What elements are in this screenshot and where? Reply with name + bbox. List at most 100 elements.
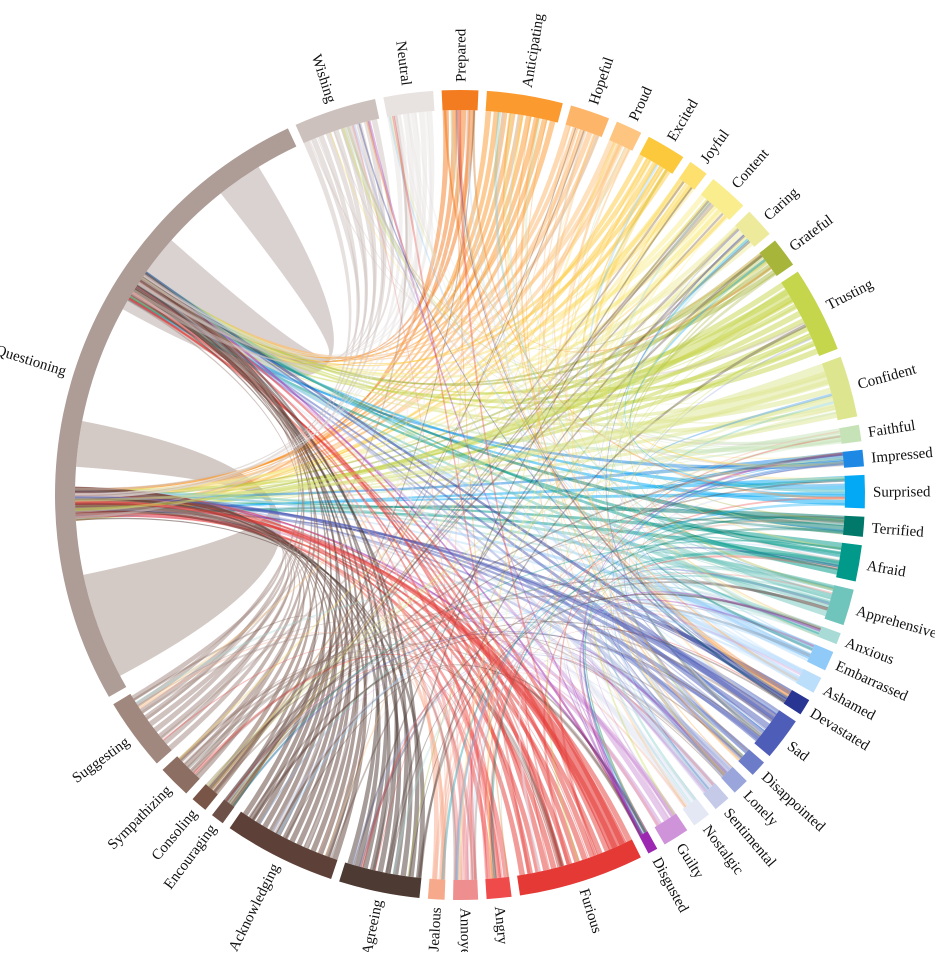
ribbon-acknowledging-1 — [139, 278, 368, 858]
ribbon-sympathizing-2 — [75, 506, 301, 768]
ribbon-cross-61 — [470, 683, 563, 880]
label-furious: Furious — [576, 887, 605, 936]
arc-sad[interactable] — [754, 710, 796, 757]
arc-acknowledging[interactable] — [229, 811, 338, 879]
label-anticipating: Anticipating — [520, 12, 548, 89]
label-acknowledging: Acknowledging — [226, 861, 283, 952]
ribbon-cross-120 — [602, 619, 773, 776]
arc-hopeful[interactable] — [565, 105, 610, 138]
ribbon-afraid-2 — [75, 509, 840, 567]
label-guilty: Guilty — [673, 841, 707, 882]
arc-suggesting[interactable] — [113, 693, 172, 764]
arc-nostalgic[interactable] — [682, 798, 710, 826]
ribbon-cross-31 — [205, 637, 723, 786]
ribbon-cross-49 — [441, 110, 468, 880]
ribbon-cross-21 — [606, 262, 769, 758]
arc-prepared[interactable] — [441, 89, 479, 111]
arc-embarrassed[interactable] — [807, 644, 834, 671]
arc-impressed[interactable] — [842, 449, 864, 468]
arc-disgusted[interactable] — [639, 831, 658, 854]
arc-sentimental[interactable] — [703, 783, 729, 810]
ribbon-cross-92 — [606, 612, 788, 776]
label-prepared: Prepared — [453, 28, 469, 82]
ribbon-annoyed-0 — [75, 512, 478, 880]
ribbon-suggesting-3 — [139, 279, 305, 733]
ribbon-cross-188 — [443, 687, 474, 880]
ribbon-cross-233 — [391, 115, 531, 875]
label-proud: Proud — [626, 84, 656, 124]
ribbon-wishing-5 — [137, 127, 376, 362]
ribbon-cross-86 — [604, 227, 763, 736]
arc-proud[interactable] — [609, 121, 642, 151]
ribbon-cross-103 — [259, 656, 675, 825]
ribbon-cross-0 — [358, 581, 829, 868]
label-content: Content — [729, 145, 773, 192]
arc-surprised[interactable] — [844, 474, 865, 509]
ribbon-cross-27 — [639, 540, 841, 673]
arc-sympathizing[interactable] — [162, 756, 200, 794]
ribbon-disappointed-0 — [75, 503, 750, 754]
label-questioning: Questioning — [0, 343, 69, 380]
arc-faithful[interactable] — [839, 424, 862, 444]
ribbon-cross-109 — [518, 664, 690, 872]
ribbon-ashamed-1 — [139, 279, 800, 681]
arc-apprehensive[interactable] — [824, 585, 854, 626]
arc-lonely[interactable] — [721, 766, 747, 793]
label-grateful: Grateful — [787, 212, 837, 255]
arc-layer — [54, 89, 865, 900]
arc-joyful[interactable] — [679, 161, 707, 190]
ribbon-content-4 — [75, 214, 728, 493]
ribbon-suggesting-5 — [143, 272, 304, 720]
label-wishing: Wishing — [308, 52, 339, 105]
arc-jealous[interactable] — [427, 878, 446, 900]
ribbon-cross-153 — [567, 647, 728, 836]
arc-guilty[interactable] — [654, 813, 688, 845]
arc-excited[interactable] — [639, 136, 684, 174]
ribbon-cross-7 — [525, 658, 715, 870]
ribbon-surprised-2 — [75, 491, 846, 513]
label-terrified: Terrified — [871, 521, 925, 541]
arc-disappointed[interactable] — [738, 749, 765, 775]
label-impressed: Impressed — [871, 445, 934, 467]
arc-confident[interactable] — [821, 356, 858, 421]
ribbon-cross-249 — [650, 434, 844, 473]
label-caring: Caring — [761, 184, 802, 224]
label-faithful: Faithful — [867, 418, 916, 441]
arc-devastated[interactable] — [783, 689, 810, 715]
ribbon-cross-247 — [442, 602, 815, 880]
arc-neutral[interactable] — [383, 90, 435, 117]
ribbon-grateful-3 — [140, 270, 776, 386]
ribbon-cross-36 — [285, 665, 643, 839]
ribbon-cross-2 — [308, 134, 600, 317]
arc-annoyed[interactable] — [453, 879, 479, 900]
arc-encouraging[interactable] — [211, 799, 235, 824]
label-annoyed: Annoyed — [456, 908, 473, 952]
arc-anxious[interactable] — [817, 626, 841, 645]
ribbon-cross-228 — [507, 114, 667, 320]
arc-afraid[interactable] — [836, 542, 862, 582]
ribbon-devastated-1 — [144, 271, 788, 702]
ribbon-cross-248 — [643, 516, 845, 652]
arc-angry[interactable] — [485, 876, 512, 900]
arc-terrified[interactable] — [842, 515, 865, 537]
arc-caring[interactable] — [735, 211, 770, 247]
arc-ashamed[interactable] — [796, 668, 822, 693]
label-suggesting: Suggesting — [70, 734, 134, 787]
label-angry: Angry — [491, 905, 511, 945]
ribbon-cross-172 — [454, 502, 845, 880]
arc-content[interactable] — [700, 178, 744, 220]
arc-consoling[interactable] — [192, 784, 218, 810]
label-excited: Excited — [665, 96, 702, 144]
arc-trusting[interactable] — [781, 271, 838, 357]
arc-wishing[interactable] — [295, 99, 380, 144]
label-neutral: Neutral — [392, 40, 414, 87]
ribbon-sympathizing-3 — [142, 275, 313, 763]
ribbon-cross-148 — [651, 460, 844, 532]
arc-grateful[interactable] — [759, 240, 794, 276]
arc-anticipating[interactable] — [485, 90, 563, 123]
arc-furious[interactable] — [517, 839, 641, 896]
ribbon-cross-190 — [274, 664, 642, 836]
ribbon-cross-232 — [641, 551, 835, 649]
arc-agreeing[interactable] — [339, 862, 422, 898]
